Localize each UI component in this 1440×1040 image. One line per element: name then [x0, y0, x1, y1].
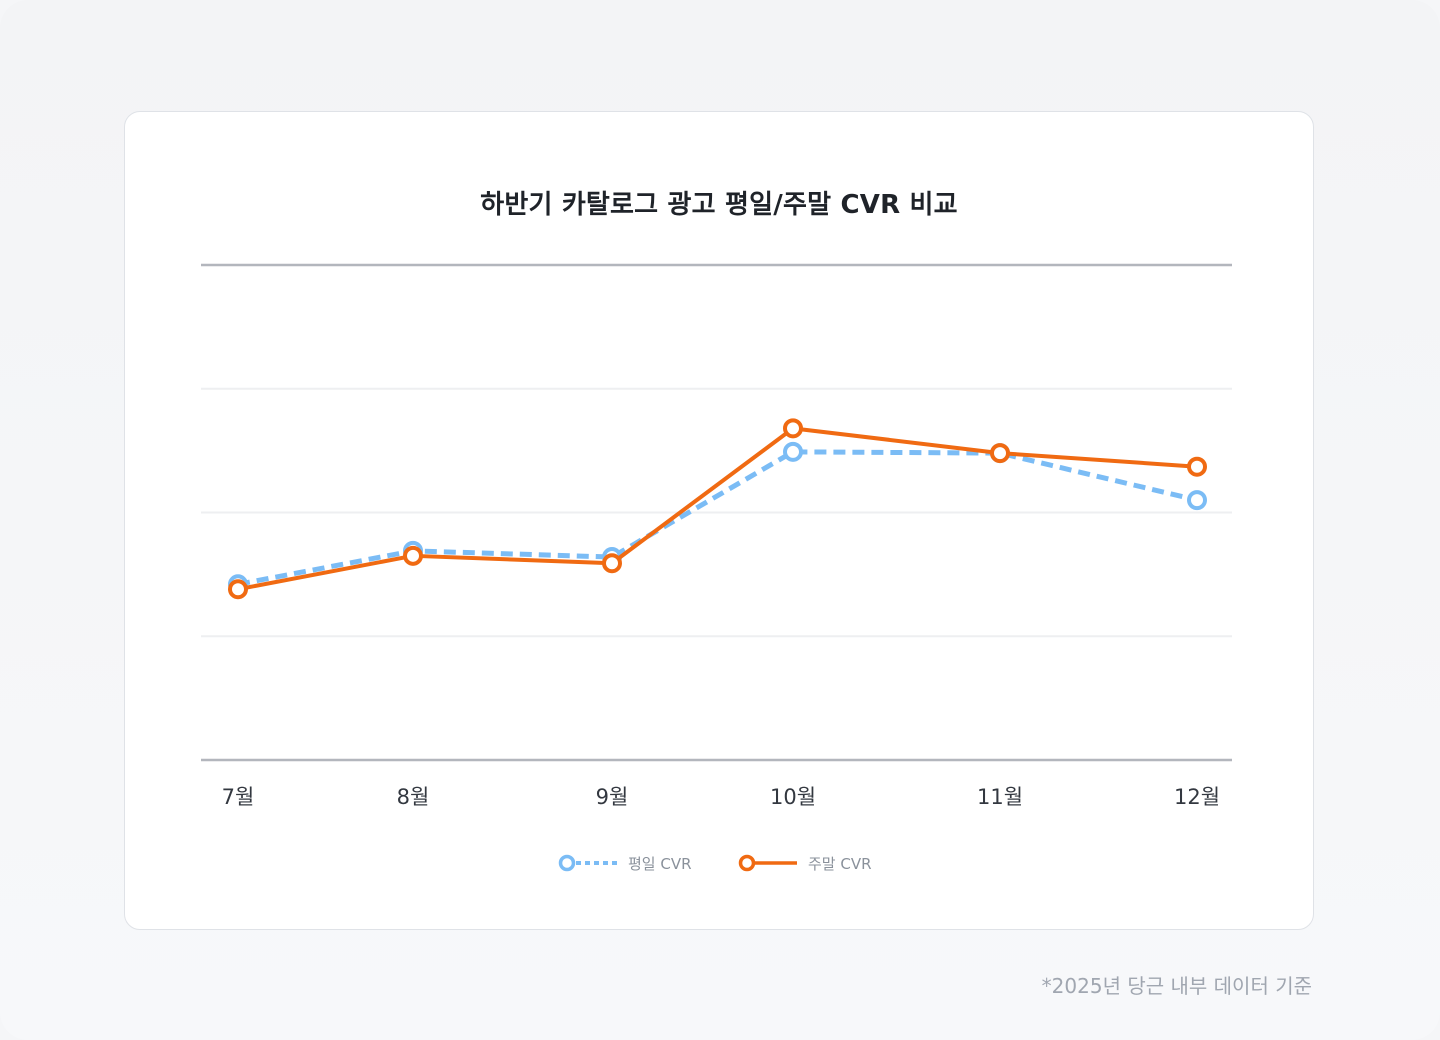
legend-label-1: 평일 CVR [628, 855, 692, 873]
chart-card: 하반기 카탈로그 광고 평일/주말 CVR 비교 7월 8월 9월 10월 11월 12월… [124, 111, 1314, 930]
data-point [783, 441, 803, 462]
data-point [1187, 456, 1207, 477]
x-tick-label: 10월 [770, 785, 816, 809]
x-tick-label: 8월 [397, 785, 430, 809]
data-point [990, 443, 1010, 464]
x-tick-label: 7월 [222, 785, 255, 809]
data-point [403, 545, 423, 566]
data-point [783, 418, 803, 439]
x-tick-label: 11월 [977, 785, 1023, 809]
chart-title: 하반기 카탈로그 광고 평일/주말 CVR 비교 [480, 190, 958, 220]
legend-marker-2 [738, 854, 756, 872]
footnote: *2025년 당근 내부 데이터 기준 [1041, 974, 1312, 998]
series-line-2 [237, 426, 1198, 592]
x-tick-label: 12월 [1174, 785, 1220, 809]
x-tick-label: 9월 [596, 785, 629, 809]
legend-label-2: 주말 CVR [808, 855, 872, 873]
series-line-1 [237, 449, 1198, 587]
data-point [602, 553, 622, 574]
legend-marker-1 [558, 854, 576, 872]
data-point [1187, 490, 1207, 511]
data-point [228, 579, 248, 600]
